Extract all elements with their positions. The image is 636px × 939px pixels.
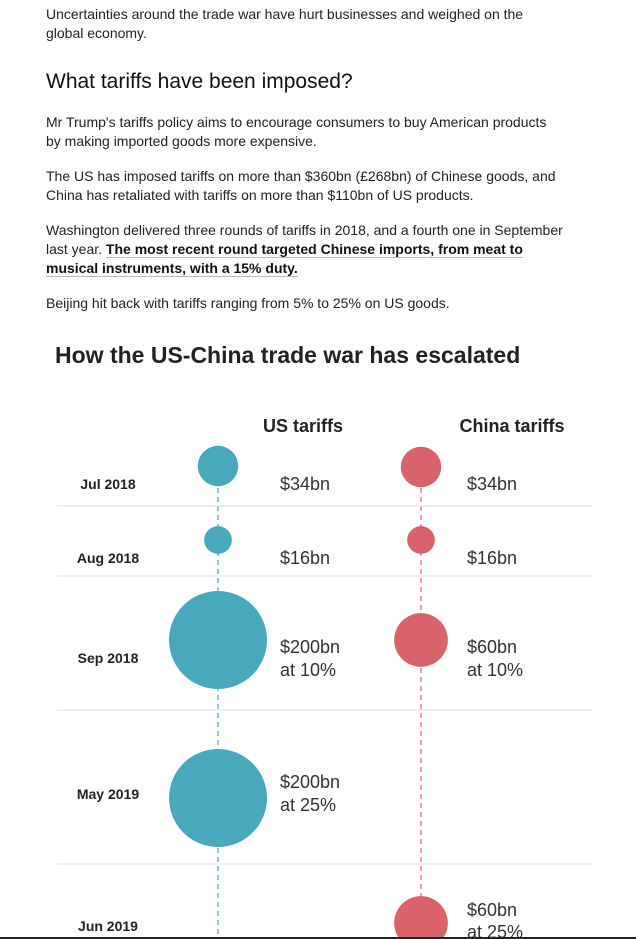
us-tariff-label: $200bn [280,772,340,792]
china-tariff-bubble [407,526,435,554]
us-tariff-label: at 25% [280,795,336,815]
china-tariff-label: at 10% [467,660,523,680]
chart-title: How the US-China trade war has escalated [55,342,521,368]
us-tariff-bubble [169,591,267,689]
page-bottom-rule [0,937,636,939]
intro-line-2: global economy. [46,25,147,41]
row-date: Jul 2018 [80,476,135,492]
paragraph-us-china-totals: The US has imposed tariffs on more than … [46,167,591,205]
us-tariff-label: $16bn [280,548,330,568]
china-tariff-label: $34bn [467,474,517,494]
china-tariff-bubble [394,896,448,939]
section-heading: What tariffs have been imposed? [46,70,353,93]
highlighted-link-text-2[interactable]: musical instruments, with a 15% duty. [46,260,298,277]
china-tariff-label: $16bn [467,548,517,568]
column-header-china: China tariffs [459,416,564,436]
row-date: Jun 2019 [78,918,138,934]
us-tariff-label: at 10% [280,660,336,680]
p2-line-1: The US has imposed tariffs on more than … [46,168,556,184]
us-tariff-bubble [169,749,267,847]
p2-line-2: China has retaliated with tariffs on mor… [46,187,474,203]
intro-line-1: Uncertainties around the trade war have … [46,6,524,22]
column-header-us: US tariffs [263,416,343,436]
p1-line-2: by making imported goods more expensive. [46,133,317,149]
p1-line-1: Mr Trump's tariffs policy aims to encour… [46,114,547,130]
us-tariff-bubble [204,526,232,554]
paragraph-rounds: Washington delivered three rounds of tar… [46,221,591,278]
highlighted-link-text[interactable]: The most recent round targeted Chinese i… [105,241,523,258]
us-tariff-label: $200bn [280,637,340,657]
paragraph-tariffs-policy: Mr Trump's tariffs policy aims to encour… [46,113,591,151]
row-date: May 2019 [77,786,139,802]
china-tariff-label: $60bn [467,900,517,920]
us-tariff-bubble [197,445,239,487]
china-tariff-label: $60bn [467,637,517,657]
row-date: Sep 2018 [78,650,139,666]
china-tariff-bubble [394,613,448,667]
china-tariff-label: at 25% [467,922,523,939]
p3-line-2-plain: last year. [46,241,106,257]
us-tariff-label: $34bn [280,474,330,494]
china-tariff-bubble [400,446,442,488]
row-date: Aug 2018 [77,550,139,566]
p3-line-1: Washington delivered three rounds of tar… [46,222,563,238]
paragraph-beijing: Beijing hit back with tariffs ranging fr… [46,295,450,311]
trade-war-chart: US tariffs China tariffs Jul 2018 Aug 2018 S… [57,416,592,939]
intro-paragraph: Uncertainties around the trade war have … [46,5,591,43]
